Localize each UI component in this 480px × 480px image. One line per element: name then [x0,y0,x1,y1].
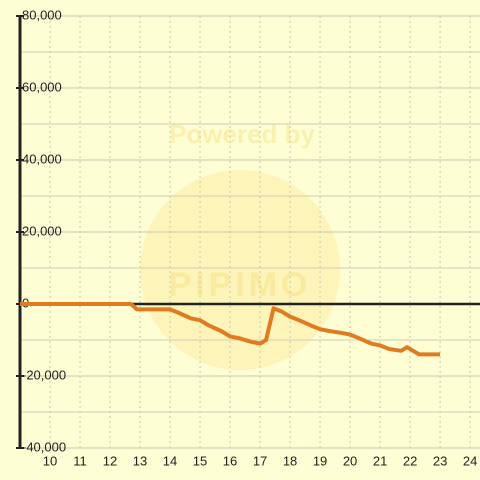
x-tick-label: 11 [73,453,87,468]
x-tick-label: 18 [283,453,297,468]
y-tick-label: 60,000 [22,79,62,94]
y-tick-label: 40,000 [22,151,62,166]
data-line [20,302,441,357]
watermark-text: PIPIMO [168,266,311,304]
watermark-text: Powered by [169,119,315,149]
y-tick-label: 80,000 [22,7,62,22]
y-tick-label: 20,000 [22,223,62,238]
x-tick-label: 15 [193,453,207,468]
y-tick-label: -20,000 [22,367,66,382]
x-tick-label: 12 [103,453,117,468]
x-tick-label: 13 [133,453,147,468]
x-tick-label: 10 [43,453,57,468]
x-tick-label: 17 [253,453,267,468]
x-tick-label: 20 [343,453,357,468]
x-tick-label: 21 [373,453,387,468]
x-tick-label: 24 [463,453,477,468]
y-tick-label: -40,000 [22,439,66,454]
x-tick-label: 23 [433,453,447,468]
x-tick-label: 16 [223,453,237,468]
x-tick-label: 22 [403,453,417,468]
x-tick-label: 14 [163,453,177,468]
x-tick-label: 19 [313,453,327,468]
